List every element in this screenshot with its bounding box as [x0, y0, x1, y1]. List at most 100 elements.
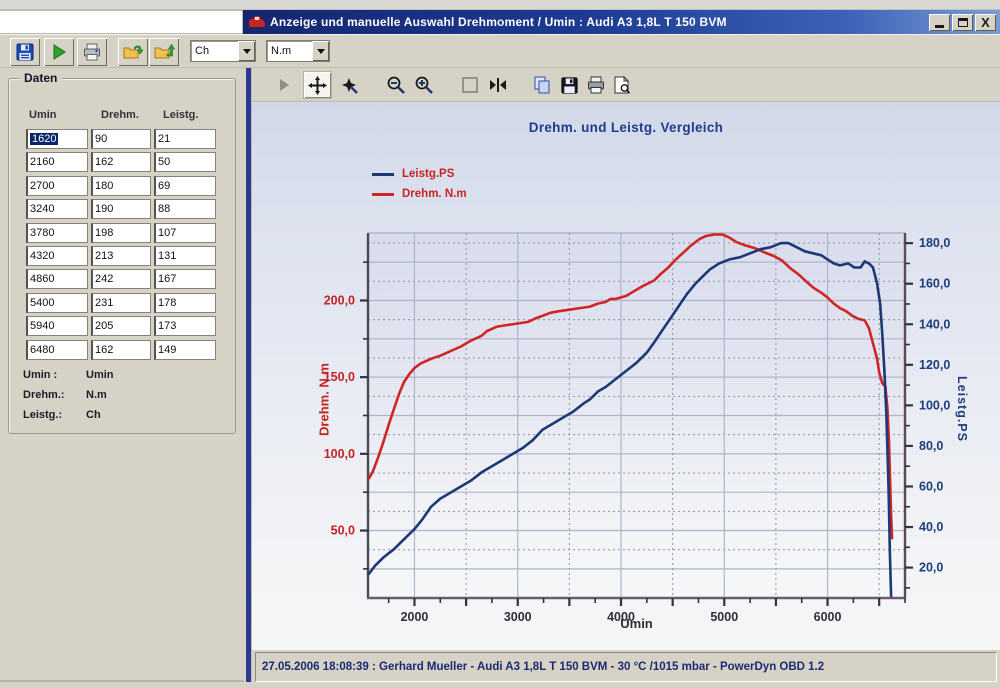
folder-up-arrow-icon — [154, 43, 175, 59]
table-cell[interactable]: 162 — [91, 339, 151, 360]
svg-text:180,0: 180,0 — [919, 236, 950, 250]
close-icon: X — [981, 14, 990, 30]
channel-combo-dropdown-button[interactable] — [238, 41, 255, 61]
save-button[interactable] — [10, 38, 40, 66]
print-chart-button[interactable] — [582, 72, 609, 98]
play-icon — [53, 44, 66, 60]
car-icon — [249, 15, 265, 29]
zoom-out-icon — [387, 76, 405, 94]
unit-combo-dropdown-button[interactable] — [312, 41, 329, 61]
close-button[interactable]: X — [975, 13, 996, 31]
table-cell[interactable]: 162 — [91, 152, 151, 173]
maximize-button[interactable] — [952, 13, 973, 31]
main-toolbar: Ch N.m — [0, 34, 1000, 68]
run-button[interactable] — [44, 38, 74, 66]
data-panel: Daten Umin Drehm. Leistg. 1620 90 21 2160 162 5… — [0, 68, 244, 682]
column-header: Umin — [29, 109, 57, 121]
table-cell[interactable]: 6480 — [26, 339, 88, 360]
table-cell[interactable]: 50 — [154, 152, 216, 173]
svg-text:2000: 2000 — [401, 610, 429, 624]
table-cell[interactable]: 178 — [154, 292, 216, 313]
unit-combo-value: N.m — [271, 45, 292, 57]
svg-text:160,0: 160,0 — [919, 277, 950, 291]
expand-panel-button[interactable] — [270, 72, 297, 98]
collapse-horizontal-icon — [489, 78, 506, 92]
chart-legend: Leistg.PS Drehm. N.m — [372, 164, 467, 204]
svg-text:6000: 6000 — [814, 610, 842, 624]
unit-combo[interactable]: N.m — [266, 40, 330, 62]
x-axis-title: Umin — [620, 616, 653, 631]
zoom-out-button[interactable] — [382, 72, 409, 98]
chevron-down-icon — [316, 48, 325, 54]
open-button[interactable] — [118, 38, 148, 66]
table-cell[interactable]: 242 — [91, 269, 151, 290]
titlebar-main[interactable]: Anzeige und manuelle Auswahl Drehmoment … — [243, 10, 1000, 34]
status-bar: 27.05.2006 18:08:39 : Gerhard Mueller - … — [255, 652, 997, 682]
table-cell[interactable]: 88 — [154, 199, 216, 220]
titlebar: Anzeige und manuelle Auswahl Drehmoment … — [0, 10, 1000, 34]
table-cell[interactable]: 3780 — [26, 222, 88, 243]
table-cell[interactable]: 2700 — [26, 175, 88, 196]
minimize-button[interactable] — [929, 13, 950, 31]
mapping-value: N.m — [86, 389, 107, 401]
legend-item-power: Leistg.PS — [372, 164, 467, 184]
table-cell[interactable]: 3240 — [26, 199, 88, 220]
table-cell[interactable]: 21 — [154, 129, 216, 149]
copy-chart-button[interactable] — [528, 72, 555, 98]
table-cell[interactable]: 1620 — [26, 129, 88, 149]
daten-groupbox: Daten Umin Drehm. Leistg. 1620 90 21 2160 162 5… — [8, 71, 236, 434]
svg-text:40,0: 40,0 — [919, 520, 943, 534]
desktop-background-strip — [0, 0, 1000, 10]
table-cell[interactable]: 167 — [154, 269, 216, 290]
zoom-in-button[interactable] — [410, 72, 437, 98]
table-cell[interactable]: 5940 — [26, 316, 88, 337]
pan-tool-button[interactable] — [304, 72, 331, 98]
legend-item-torque: Drehm. N.m — [372, 184, 467, 204]
daten-group-title: Daten — [19, 71, 63, 85]
svg-text:20,0: 20,0 — [919, 561, 943, 575]
chart-canvas[interactable]: Drehm. und Leistg. Vergleich Leistg.PS D… — [252, 102, 1000, 650]
table-cell[interactable]: 198 — [91, 222, 151, 243]
table-cell[interactable]: 190 — [91, 199, 151, 220]
mapping-value: Umin — [86, 369, 114, 381]
select-tool-button[interactable] — [336, 72, 363, 98]
svg-text:100,0: 100,0 — [919, 398, 950, 412]
svg-text:80,0: 80,0 — [919, 439, 943, 453]
table-cell[interactable]: 205 — [91, 316, 151, 337]
printer-icon — [84, 43, 100, 61]
table-cell[interactable]: 131 — [154, 246, 216, 266]
fit-horizontal-button[interactable] — [484, 72, 511, 98]
save-chart-button[interactable] — [556, 72, 583, 98]
plot-area[interactable]: 50,0 100,0 150,0 200,0 20,0 40,0 60,0 80,0 100,0… — [252, 102, 1000, 650]
table-cell[interactable]: 90 — [91, 129, 151, 149]
table-cell[interactable]: 4860 — [26, 269, 88, 290]
table-cell[interactable]: 213 — [91, 246, 151, 266]
print-button[interactable] — [77, 38, 107, 66]
panel-splitter[interactable] — [244, 68, 252, 682]
mapping-label: Drehm.: — [23, 389, 65, 401]
import-button[interactable] — [149, 38, 179, 66]
svg-text:50,0: 50,0 — [331, 524, 355, 538]
rect-zoom-button[interactable] — [456, 72, 483, 98]
table-cell[interactable]: 5400 — [26, 292, 88, 313]
svg-text:100,0: 100,0 — [324, 447, 355, 461]
cursor-star-icon — [342, 77, 358, 94]
floppy-icon — [561, 76, 578, 94]
table-cell[interactable]: 231 — [91, 292, 151, 313]
svg-text:120,0: 120,0 — [919, 358, 950, 372]
mapping-label: Umin : — [23, 369, 58, 381]
table-cell[interactable]: 4320 — [26, 246, 88, 266]
table-cell[interactable]: 149 — [154, 339, 216, 360]
channel-combo[interactable]: Ch — [190, 40, 256, 62]
column-header: Leistg. — [163, 109, 199, 121]
table-cell[interactable]: 180 — [91, 175, 151, 196]
table-cell[interactable]: 2160 — [26, 152, 88, 173]
table-cell[interactable]: 107 — [154, 222, 216, 243]
background-window-field — [0, 10, 243, 34]
preview-button[interactable] — [608, 72, 635, 98]
table-cell[interactable]: 69 — [154, 175, 216, 196]
status-text: 27.05.2006 18:08:39 : Gerhard Mueller - … — [262, 661, 825, 673]
page-preview-icon — [614, 75, 631, 94]
table-cell[interactable]: 173 — [154, 316, 216, 337]
svg-text:150,0: 150,0 — [324, 370, 355, 384]
